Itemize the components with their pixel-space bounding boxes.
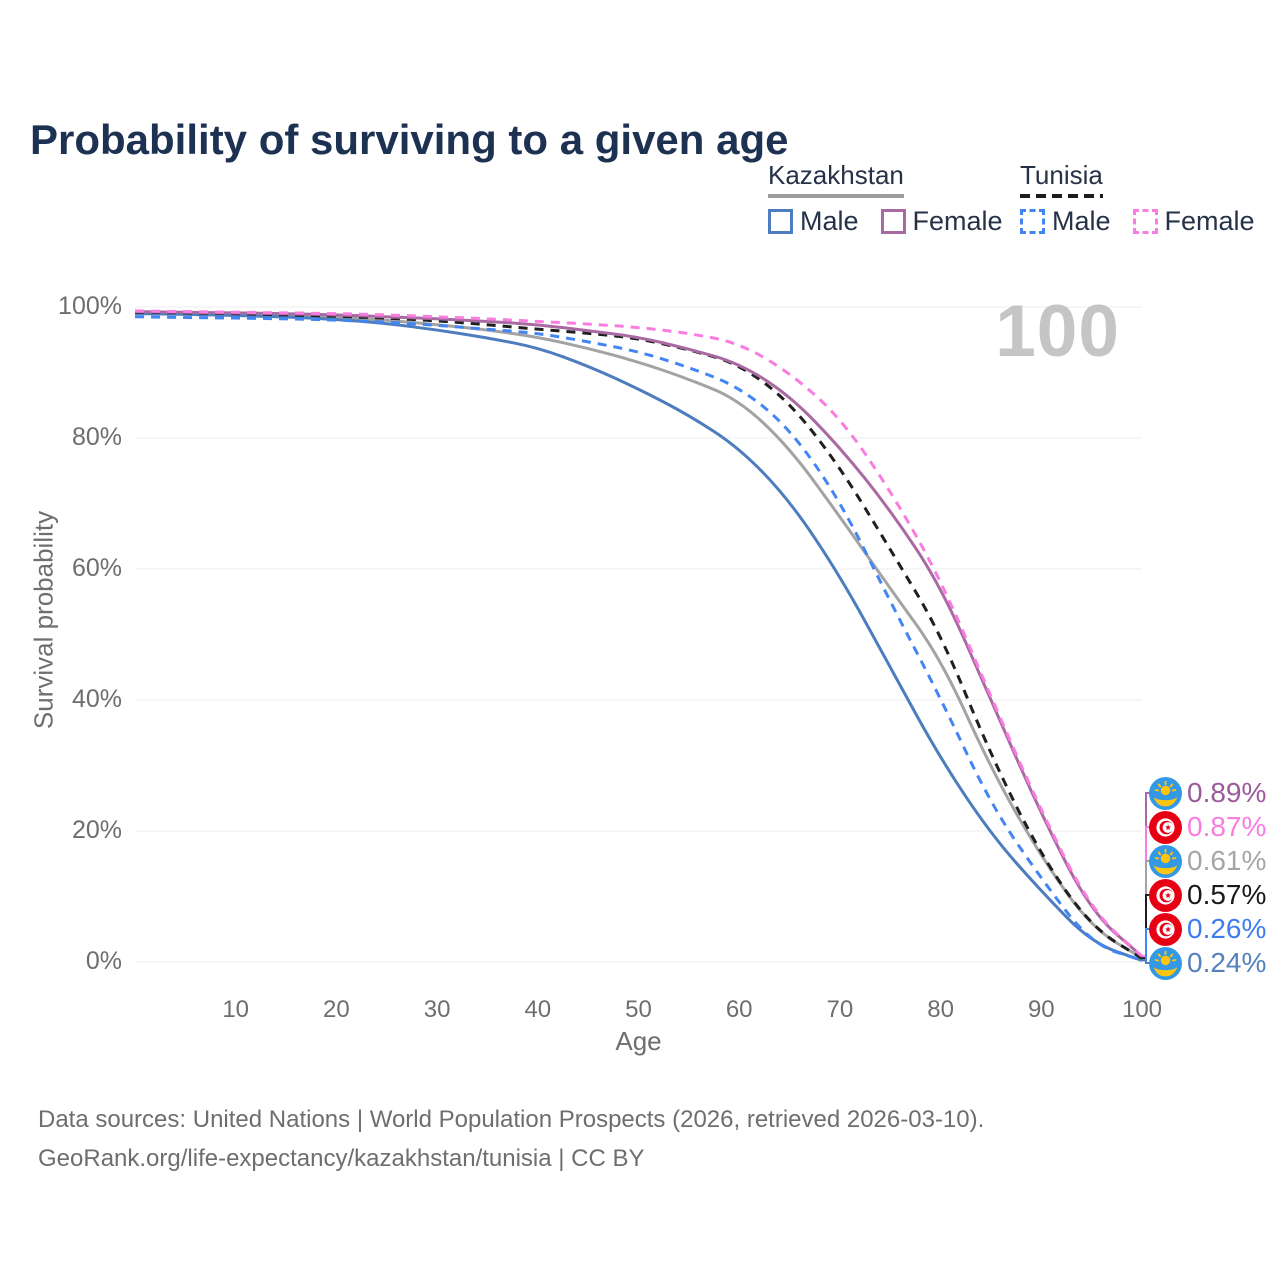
y-tick-label-100%: 100% — [58, 292, 122, 320]
tunisia-flag-icon — [1149, 810, 1182, 844]
y-tick-label-20%: 20% — [71, 816, 122, 844]
x-axis-title: Age — [615, 1026, 662, 1056]
end-label-value-tunisia-male: 0.26% — [1187, 913, 1267, 944]
tunisia-flag-icon — [1149, 912, 1182, 946]
hover-age-watermark: 100 — [995, 291, 1120, 372]
end-label-connector-kazakhstan-male — [1142, 959, 1151, 964]
legend-swatch-tunisia-female-icon — [1132, 209, 1158, 234]
end-label-connector-tunisia — [1142, 894, 1151, 960]
x-tick-label-20: 20 — [323, 996, 350, 1023]
x-tick-label-100: 100 — [1121, 996, 1163, 1023]
legend-swatch-kazakhstan-male-icon — [768, 209, 793, 234]
legend-item-tunisia-male[interactable]: Male — [1020, 206, 1111, 237]
legend-item-kazakhstan-female[interactable]: Female — [880, 206, 1003, 237]
page-title: Probability of surviving to a given age — [30, 116, 789, 164]
legend-group-tunisia: Tunisia Male Female — [1020, 160, 1277, 237]
end-label-kazakhstan-female: 0.89% — [1149, 776, 1266, 810]
x-tick-label-30: 30 — [423, 996, 451, 1023]
legend-label-kazakhstan-male: Male — [800, 206, 859, 236]
end-label-value-tunisia-female: 0.87% — [1187, 811, 1267, 842]
legend-swatch-kazakhstan-female-icon — [880, 209, 906, 234]
end-label-tunisia: 0.57% — [1149, 878, 1266, 912]
legend-label-tunisia-female: Female — [1164, 206, 1255, 236]
end-label-kazakhstan: 0.61% — [1149, 844, 1266, 878]
legend-underline-kazakhstan — [768, 194, 904, 198]
x-tick-label-10: 10 — [222, 996, 250, 1023]
end-label-value-kazakhstan-female: 0.89% — [1187, 777, 1267, 808]
kazakhstan-flag-icon — [1149, 844, 1182, 878]
legend-item-kazakhstan-male[interactable]: Male — [768, 206, 859, 237]
legend-label-tunisia-male: Male — [1052, 206, 1111, 236]
end-label-tunisia-female: 0.87% — [1149, 810, 1266, 844]
kazakhstan-flag-icon — [1149, 946, 1182, 980]
series-line-kazakhstan — [134, 311, 1143, 960]
legend-country-kazakhstan[interactable]: Kazakhstan — [768, 160, 904, 190]
legend-label-kazakhstan-female: Female — [912, 206, 1003, 236]
end-label-kazakhstan-male: 0.24% — [1149, 946, 1266, 980]
end-label-value-kazakhstan: 0.61% — [1187, 845, 1267, 876]
y-tick-label-0%: 0% — [85, 947, 122, 975]
series-line-kazakhstan-female — [134, 310, 1143, 958]
series-line-tunisia — [134, 310, 1143, 960]
x-tick-label-90: 90 — [1027, 996, 1055, 1023]
legend-swatch-tunisia-male-icon — [1020, 209, 1045, 234]
y-tick-label-40%: 40% — [71, 685, 122, 713]
end-label-value-tunisia: 0.57% — [1187, 879, 1267, 910]
series-line-tunisia-female — [134, 309, 1144, 958]
end-label-tunisia-male: 0.26% — [1149, 912, 1266, 946]
x-tick-label-50: 50 — [625, 996, 652, 1023]
x-tick-label-70: 70 — [826, 996, 854, 1023]
series-line-tunisia-male — [134, 315, 1143, 962]
x-tick-label-80: 80 — [927, 996, 954, 1023]
legend-country-tunisia[interactable]: Tunisia — [1020, 160, 1103, 190]
footer-attribution: GeoRank.org/life-expectancy/kazakhstan/t… — [38, 1145, 645, 1172]
legend-underline-tunisia — [1020, 194, 1103, 198]
series-line-kazakhstan-male — [134, 312, 1143, 962]
kazakhstan-flag-icon — [1149, 776, 1182, 810]
x-tick-label-60: 60 — [725, 996, 753, 1023]
legend-group-kazakhstan: Kazakhstan Male Female — [768, 160, 1025, 237]
y-tick-label-60%: 60% — [71, 554, 122, 582]
x-tick-label-40: 40 — [524, 996, 552, 1023]
legend-item-tunisia-female[interactable]: Female — [1132, 206, 1255, 237]
end-label-value-kazakhstan-male: 0.24% — [1187, 947, 1267, 978]
y-tick-label-80%: 80% — [71, 423, 122, 451]
tunisia-flag-icon — [1149, 878, 1182, 912]
footer-data-sources: Data sources: United Nations | World Pop… — [38, 1106, 985, 1133]
